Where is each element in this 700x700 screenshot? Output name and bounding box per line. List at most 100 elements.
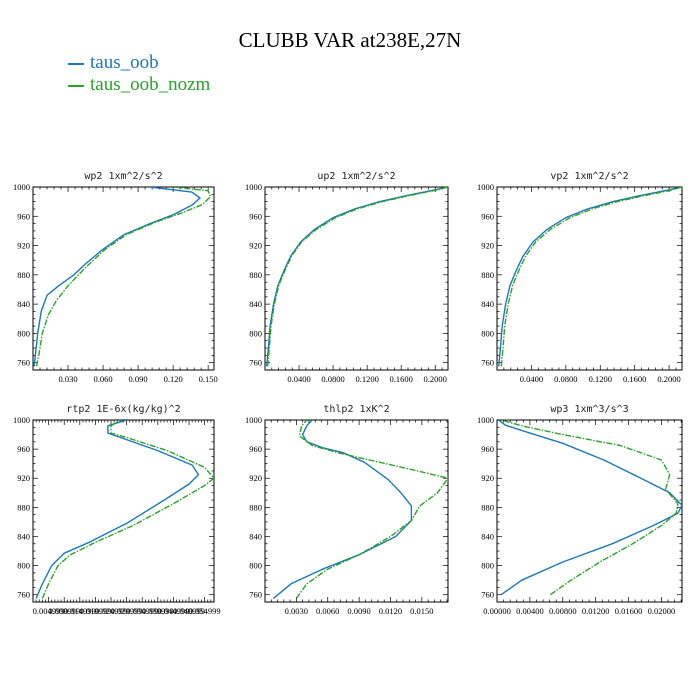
series-line <box>33 187 201 367</box>
chart-title: thlp2 1xK^2 <box>323 404 389 415</box>
legend-entry: taus_oob_nozm <box>68 74 210 96</box>
x-tick-label: 0.0400 <box>287 374 310 384</box>
plot-frame <box>32 186 215 371</box>
y-tick-label: 800 <box>17 561 30 571</box>
x-tick-label: 0.00800 <box>549 606 577 616</box>
chart-title: up2 1xm^2/s^2 <box>317 171 395 182</box>
x-tick-label: 0.00400 <box>516 606 544 616</box>
x-tick-label: 0.01600 <box>615 606 643 616</box>
legend-entry: taus_oob <box>68 52 159 74</box>
chart-panel: rtp2 1E-6x(kg/kg)^2 760 800 840 880 920 960 100… <box>13 404 221 616</box>
y-tick-label: 880 <box>17 502 30 512</box>
series-line <box>35 420 200 599</box>
x-tick-label: 0.0400 <box>520 374 543 384</box>
y-tick-label: 880 <box>481 502 494 512</box>
series-line <box>35 187 212 367</box>
x-tick-label: 0.0800 <box>554 374 577 384</box>
y-tick-label: 920 <box>17 473 30 483</box>
chart-panel: wp2 1xm^2/s^2 760 800 840 880 920 960 1000 0.030… <box>13 171 218 384</box>
legend-swatch-line <box>68 62 84 65</box>
x-tick-label: 0.120 <box>164 374 183 384</box>
x-tick-label: 0.009999 <box>48 606 80 616</box>
page-title: CLUBB VAR at238E,27N <box>238 28 462 52</box>
plot-frame <box>496 419 683 603</box>
y-tick-label: 920 <box>249 473 262 483</box>
y-tick-label: 960 <box>481 211 494 221</box>
x-tick-label: 0.039999 <box>142 606 174 616</box>
plot-frame <box>264 419 449 603</box>
y-tick-label: 960 <box>17 444 30 454</box>
x-tick-label: 0.0120 <box>379 606 402 616</box>
chart-title: wp2 1xm^2/s^2 <box>84 171 162 182</box>
y-tick-label: 880 <box>481 270 494 280</box>
y-tick-label: 920 <box>481 241 494 251</box>
x-tick-label: 0.0150 <box>410 606 433 616</box>
y-tick-label: 920 <box>249 241 262 251</box>
y-tick-label: 1000 <box>13 415 30 425</box>
series-line <box>266 187 448 367</box>
x-tick-label: 0.00000 <box>483 606 511 616</box>
y-tick-label: 960 <box>481 444 494 454</box>
y-tick-label: 760 <box>481 590 494 600</box>
chart-panel: thlp2 1xK^2 760 800 840 880 920 960 1000 0.0030 0… <box>245 404 449 616</box>
x-tick-label: 0.044999 <box>157 606 189 616</box>
x-tick-label: 0.029999 <box>111 606 143 616</box>
y-tick-label: 1000 <box>245 415 262 425</box>
y-tick-label: 880 <box>249 502 262 512</box>
x-tick-label: 0.090 <box>129 374 148 384</box>
series-line <box>498 187 682 367</box>
y-tick-label: 800 <box>249 561 262 571</box>
y-tick-label: 1000 <box>477 182 494 192</box>
x-tick-label: 0.049999 <box>173 606 205 616</box>
plot-frame <box>264 186 449 371</box>
y-tick-label: 1000 <box>477 415 494 425</box>
series-line <box>295 420 448 599</box>
chart-panel: wp3 1xm^3/s^3 760 800 840 880 920 960 1000 0.000… <box>477 404 683 616</box>
y-tick-label: 800 <box>481 328 494 338</box>
x-tick-label: 0.019999 <box>79 606 111 616</box>
series-line <box>266 187 448 367</box>
y-tick-label: 1000 <box>245 182 262 192</box>
legend-swatch-line <box>68 84 84 87</box>
series-line <box>500 187 682 367</box>
x-tick-label: 0.054999 <box>189 606 221 616</box>
y-tick-label: 960 <box>249 211 262 221</box>
x-tick-label: 0.150 <box>199 374 218 384</box>
chart-panel: vp2 1xm^2/s^2 760 800 840 880 920 960 1000 0.040… <box>477 171 683 384</box>
y-tick-label: 800 <box>481 561 494 571</box>
plot-frame <box>496 186 683 371</box>
x-tick-label: 0.1200 <box>589 374 612 384</box>
x-tick-label: 0.0800 <box>321 374 344 384</box>
x-tick-label: 0.01200 <box>582 606 610 616</box>
y-tick-label: 840 <box>17 531 30 541</box>
series-line <box>498 420 682 596</box>
y-tick-label: 840 <box>481 531 494 541</box>
series-line <box>41 420 214 599</box>
x-tick-label: 0.2000 <box>657 374 680 384</box>
y-tick-label: 880 <box>249 270 262 280</box>
legend-label: taus_oob_nozm <box>90 74 211 95</box>
y-tick-label: 960 <box>17 211 30 221</box>
legend-label: taus_oob <box>90 52 159 73</box>
x-tick-label: 0.1600 <box>389 374 412 384</box>
series-line <box>500 420 679 596</box>
y-tick-label: 920 <box>17 241 30 251</box>
y-tick-label: 880 <box>17 270 30 280</box>
chart-title: wp3 1xm^3/s^3 <box>550 404 628 415</box>
y-tick-label: 760 <box>17 590 30 600</box>
y-tick-label: 760 <box>249 590 262 600</box>
plot-frame <box>32 419 215 603</box>
y-tick-label: 960 <box>249 444 262 454</box>
x-tick-label: 0.0090 <box>347 606 370 616</box>
x-tick-label: 0.0060 <box>316 606 339 616</box>
x-tick-label: 0.024999 <box>95 606 127 616</box>
x-tick-label: 0.004999 <box>33 606 65 616</box>
y-tick-label: 840 <box>249 299 262 309</box>
y-tick-label: 800 <box>17 328 30 338</box>
y-tick-label: 760 <box>481 358 494 368</box>
chart-title: vp2 1xm^2/s^2 <box>550 171 628 182</box>
x-tick-label: 0.02000 <box>648 606 676 616</box>
y-tick-label: 800 <box>249 328 262 338</box>
x-tick-label: 0.014999 <box>64 606 96 616</box>
